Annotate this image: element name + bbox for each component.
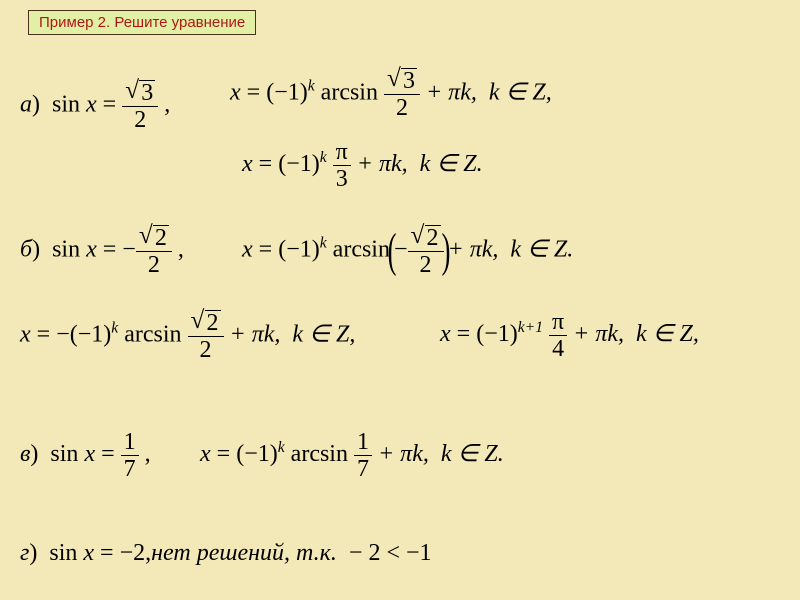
row-b2-left: x = −(−1)k arcsin 22 + πk, k ∈ Z,	[20, 310, 355, 362]
row-b2-right: x = (−1)k+1 π4 + πk, k ∈ Z,	[440, 310, 699, 361]
row-c-ans: x = (−1)k arcsin 17 + πk, k ∈ Z.	[200, 430, 504, 481]
header-box: Пример 2. Решите уравнение	[28, 10, 256, 35]
row-c-lhs: в) sin x = 17 ,	[20, 430, 151, 481]
row-d: г) sin x = −2,нет решений, т.к. − 2 < −1	[20, 540, 432, 567]
slide: Пример 2. Решите уравнение а) sin x = 32…	[0, 0, 800, 600]
header-text: Пример 2. Решите уравнение	[39, 14, 245, 31]
row-a-lhs: а) sin x = 32 ,	[20, 80, 170, 132]
row-b-lhs: б) sin x = −22 ,	[20, 225, 184, 277]
row-a-ans1: x = (−1)k arcsin 32 + πk, k ∈ Z,	[230, 68, 552, 120]
row-b-ans: x = (−1)k arcsin(−22)+ πk, k ∈ Z.	[242, 225, 573, 277]
row-a-ans2: x = (−1)k π3 + πk, k ∈ Z.	[242, 140, 483, 191]
